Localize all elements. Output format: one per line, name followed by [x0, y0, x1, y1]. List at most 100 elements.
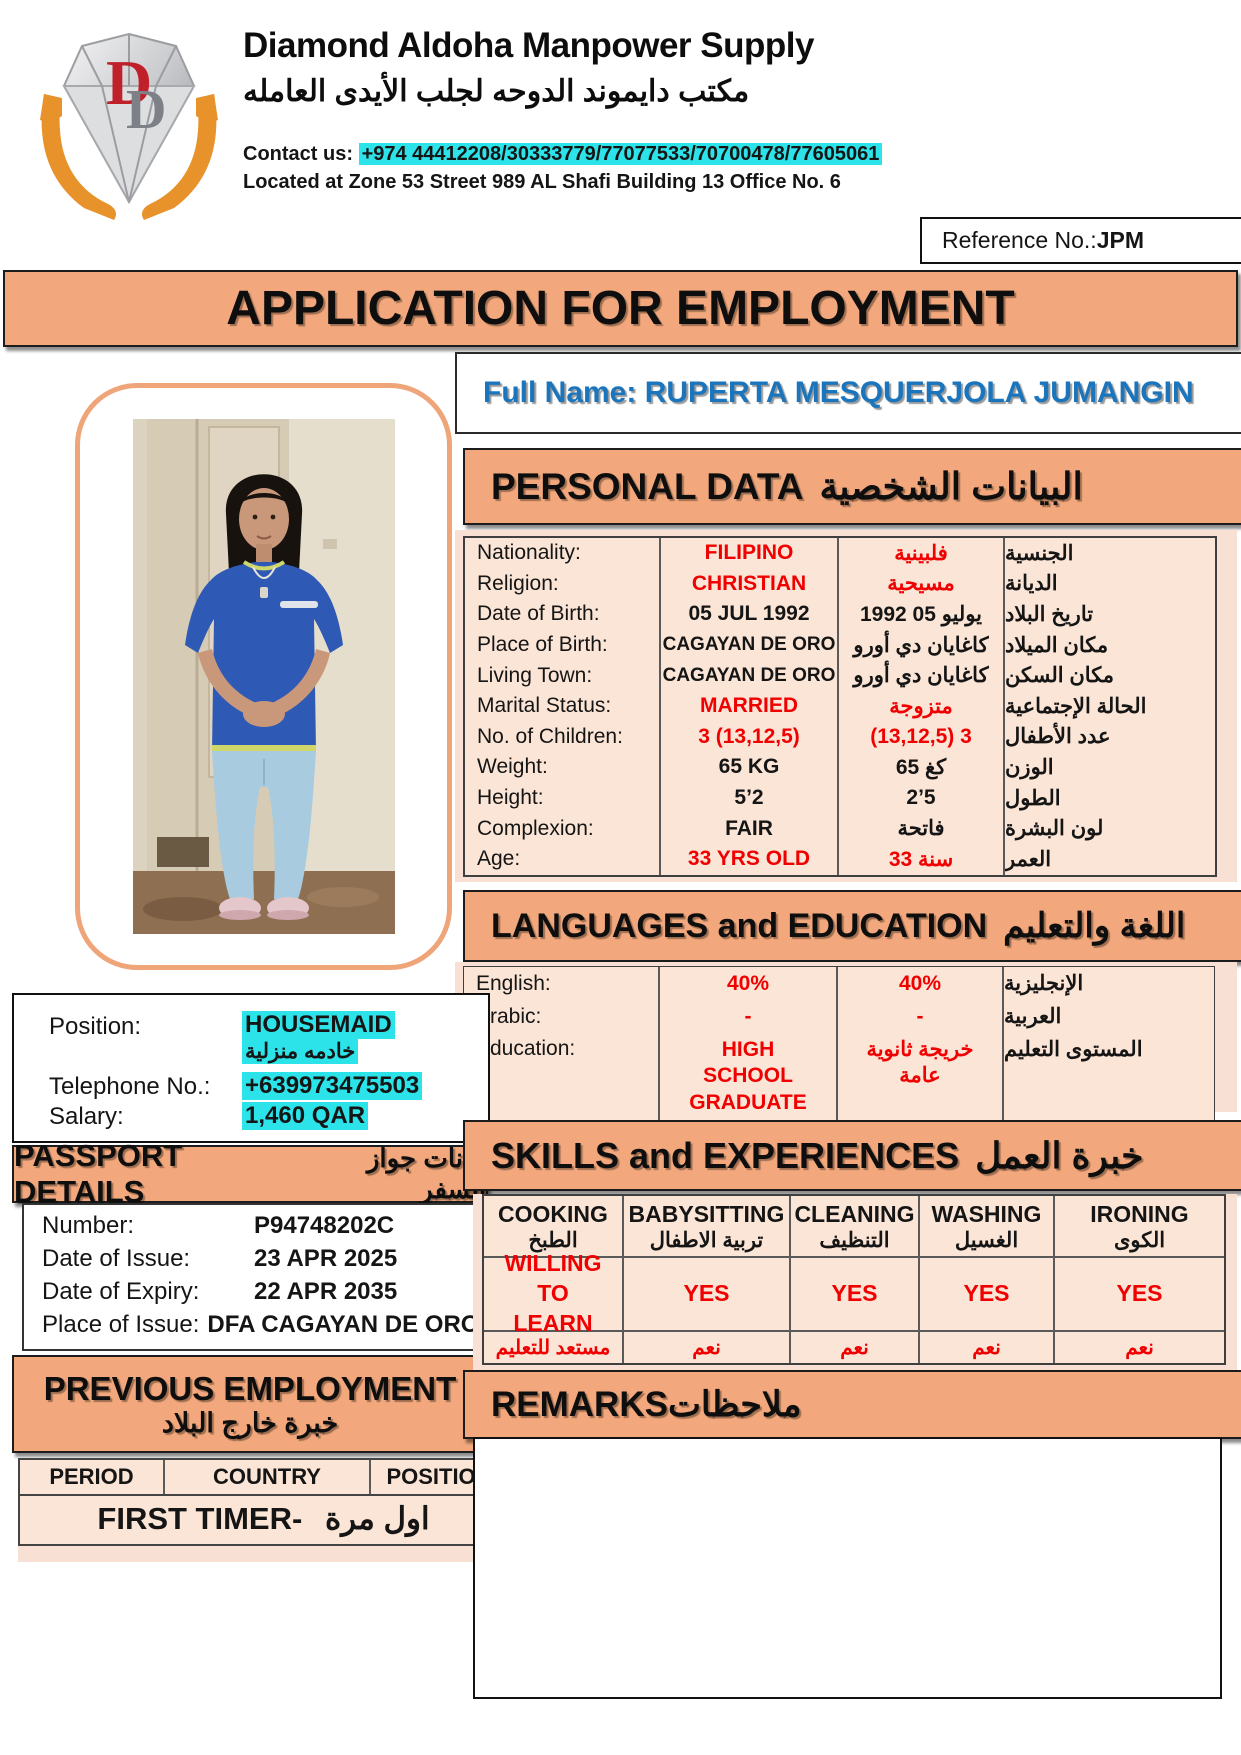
passport-label: Number:	[42, 1211, 135, 1239]
pd-value: FILIPINO	[661, 538, 839, 569]
skills-title-ar: خبرة العمل	[975, 1134, 1144, 1176]
contact-label: Contact us:	[243, 143, 353, 165]
skill-value-ar: نعم	[920, 1332, 1055, 1363]
skill-header-en: BABYSITTING	[628, 1201, 785, 1227]
pd-label-ar: لون البشرة	[1005, 817, 1104, 841]
pd-label-ar: العمر	[1005, 847, 1052, 871]
skill-header-en: COOKING	[498, 1201, 608, 1227]
contact-line: Contact us: +974 44412208/30333779/77077…	[243, 143, 963, 166]
lang-label-ar: المستوى التعليم	[1004, 1038, 1143, 1061]
skills-banner: SKILLS and EXPERIENCES خبرة العمل	[463, 1120, 1241, 1191]
passport-row: Number: P94748202C	[24, 1209, 488, 1242]
passport-details-box: Number: P94748202C Date of Issue: 23 APR…	[22, 1203, 490, 1351]
pd-label: Marital Status:	[465, 690, 661, 722]
lang-label-ar: العربية	[1004, 1005, 1062, 1028]
company-header: Diamond Aldoha Manpower Supply مكتب دايم…	[243, 26, 963, 194]
salary-value: 1,460 QAR	[242, 1102, 369, 1130]
pd-value: 3 (13,12,5)	[661, 721, 839, 753]
reference-label: Reference No.:	[942, 227, 1097, 253]
passport-value: 23 APR 2025	[254, 1244, 398, 1272]
pd-value: 65 KG	[661, 752, 839, 783]
passport-details-banner: PASSPORT DETAILS بيانات جواز السفر	[12, 1138, 488, 1209]
pd-value-ar: 3 (13,12,5)	[839, 721, 1005, 753]
pd-label-ar: الجنسية	[1005, 541, 1074, 565]
previous-employment-header-row: PERIOD COUNTRY POSITION	[20, 1460, 507, 1496]
company-name-arabic: مكتب دايموند الدوحه لجلب الأيدى العامله	[243, 75, 750, 108]
languages-table: English: 40% 40% الإنجليزية Arabic: - - …	[463, 966, 1215, 1127]
page-title: APPLICATION FOR EMPLOYMENT	[3, 270, 1238, 347]
skill-header: WASHING الغسيل	[920, 1196, 1055, 1258]
pd-label: Height:	[465, 782, 661, 814]
passport-title-ar: بيانات جواز السفر	[366, 1143, 486, 1204]
skill-value: YES	[624, 1258, 791, 1332]
phone-label: Telephone No.:	[49, 1073, 211, 1100]
pd-label: No. of Children:	[465, 721, 661, 753]
pd-value: 05 JUL 1992	[661, 599, 839, 630]
passport-title-en: PASSPORT DETAILS	[14, 1138, 183, 1209]
full-name-value: RUPERTA MESQUERJOLA JUMANGIN	[644, 376, 1194, 409]
pd-label-ar: الطول	[1005, 786, 1061, 810]
skill-header: CLEANING التنظيف	[791, 1196, 920, 1258]
pd-value-ar: كغ 65	[839, 752, 1005, 783]
skill-header: COOKING الطبخ	[484, 1196, 624, 1258]
skill-value: YES	[791, 1258, 920, 1332]
pd-label: Age:	[465, 843, 661, 875]
skill-value-ar: مستعد للتعليم	[484, 1332, 624, 1363]
pd-label-ar: مكان السكن	[1005, 664, 1115, 688]
skill-header-ar: تربية الاطفال	[649, 1229, 764, 1252]
pd-value: MARRIED	[661, 690, 839, 722]
skills-title-en: SKILLS and EXPERIENCES	[491, 1134, 960, 1176]
pd-value-ar: 5’2	[839, 782, 1005, 814]
pd-value-ar: يوليو 05 1992	[839, 599, 1005, 630]
previous-employment-banner: PREVIOUS EMPLOYMENT خبرة خارج البلاد	[12, 1355, 488, 1453]
passport-row: Date of Issue: 23 APR 2025	[24, 1242, 488, 1275]
lang-value: 40%	[660, 967, 838, 1000]
first-timer-en: FIRST TIMER-	[97, 1501, 303, 1536]
passport-label: Place of Issue:	[42, 1310, 200, 1338]
skill-header-en: IRONING	[1090, 1201, 1189, 1227]
passport-value: DFA CAGAYAN DE ORO	[207, 1310, 480, 1338]
languages-title-en: LANGUAGES and EDUCATION	[491, 906, 988, 945]
passport-row: Place of Issue: DFA CAGAYAN DE ORO	[24, 1308, 488, 1341]
lang-label-ar: الإنجليزية	[1004, 972, 1084, 995]
personal-data-title-ar: البيانات الشخصية	[819, 466, 1083, 507]
skill-header: IRONING الكوى	[1055, 1196, 1224, 1258]
position-label: Position:	[49, 1013, 142, 1040]
passport-label: Date of Issue:	[42, 1244, 191, 1272]
pd-value-ar: متزوجة	[839, 690, 1005, 722]
pd-label-ar: الوزن	[1005, 755, 1054, 779]
pd-label-ar: الديانة	[1005, 572, 1058, 596]
pd-value-ar: فاتحة	[839, 813, 1005, 844]
personal-data-table: Nationality: FILIPINO فلبينية الجنسية Re…	[463, 536, 1217, 877]
lang-label: English:	[464, 967, 660, 1000]
pd-value: 5’2	[661, 782, 839, 814]
passport-value: 22 APR 2035	[254, 1277, 398, 1305]
reference-box: Reference No.:JPM	[920, 217, 1241, 264]
applicant-photo	[132, 419, 395, 934]
skill-header-en: CLEANING	[794, 1201, 915, 1227]
pd-label: Religion:	[465, 568, 661, 600]
pd-label: Weight:	[465, 752, 661, 783]
position-box: Position: HOUSEMAID خادمه منزلية Telepho…	[12, 993, 490, 1143]
full-name-box: Full Name: RUPERTA MESQUERJOLA JUMANGIN	[455, 352, 1241, 434]
previous-employment-title-en: PREVIOUS EMPLOYMENT	[43, 1369, 457, 1407]
pd-value-ar: كاغايان دي أورو	[839, 660, 1005, 691]
pe-header-country: COUNTRY	[165, 1460, 371, 1494]
remarks-title-ar: ملاحظات	[667, 1384, 802, 1424]
pd-value-ar: مسيحية	[839, 568, 1005, 600]
diamond-in-hands-logo-icon: D D	[40, 32, 218, 220]
personal-data-title-en: PERSONAL DATA	[491, 465, 804, 507]
pd-label: Living Town:	[465, 660, 661, 691]
previous-employment-title-ar: خبرة خارج البلاد	[161, 1407, 339, 1438]
address-line: Located at Zone 53 Street 989 AL Shafi B…	[243, 171, 841, 193]
remarks-banner: REMARKS ملاحظات	[463, 1370, 1241, 1439]
pd-value-ar: سنة 33	[839, 843, 1005, 875]
skill-header: BABYSITTING تربية الاطفال	[624, 1196, 791, 1258]
full-name-label: Full Name:	[483, 376, 637, 409]
lang-value-ar: -	[838, 1000, 1004, 1033]
svg-text:D: D	[126, 79, 166, 141]
lang-value: HIGH SCHOOL GRADUATE	[660, 1033, 838, 1126]
passport-value: P94748202C	[254, 1211, 395, 1239]
lang-value-ar: 40%	[838, 967, 1004, 1000]
